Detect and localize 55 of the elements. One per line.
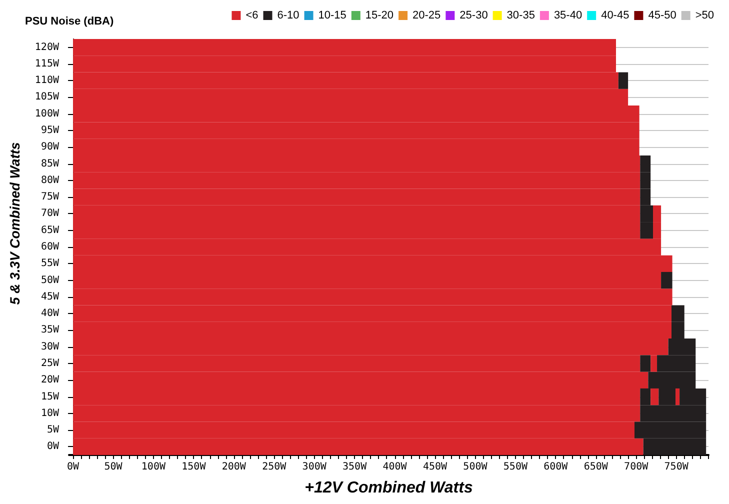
x-tick-label: 100W [141, 462, 166, 472]
x-tick-label: 500W [463, 462, 488, 472]
y-tick-label: 110W [34, 75, 60, 86]
y-tick-label: 55W [40, 258, 60, 270]
legend-label: 10-15 [318, 10, 346, 22]
y-tick-label: 120W [34, 42, 60, 53]
legend-label: 45-50 [648, 10, 676, 22]
x-tick-label: 750W [664, 462, 690, 472]
y-tick-label: 95W [40, 125, 60, 136]
legend-label: 20-25 [412, 10, 441, 22]
legend-label: 40-45 [601, 10, 630, 22]
legend-label: >50 [695, 10, 714, 22]
x-tick-label: 450W [422, 462, 448, 472]
chart-title: PSU Noise (dBA) [25, 16, 114, 28]
x-tick-label: 250W [262, 462, 288, 472]
y-tick-label: 85W [40, 158, 60, 170]
y-tick-label: 100W [34, 108, 60, 120]
y-tick-label: 75W [40, 192, 60, 203]
x-tick-label: 550W [503, 462, 528, 472]
y-tick-label: 30W [40, 341, 60, 352]
x-tick-label: 400W [382, 462, 408, 472]
y-tick-label: 40W [40, 308, 60, 320]
y-tick-label: 80W [40, 174, 60, 186]
y-tick-label: 115W [34, 58, 60, 70]
y-tick-label: 5W [46, 424, 60, 436]
y-tick-label: 105W [34, 92, 60, 103]
x-tick-label: 350W [342, 462, 368, 472]
x-tick-label: 200W [222, 462, 247, 472]
legend-label: 25-30 [460, 10, 488, 22]
y-tick-label: 90W [40, 142, 60, 153]
y-tick-label: 10W [40, 408, 60, 419]
x-tick-label: 0W [67, 462, 80, 472]
y-tick-label: 70W [40, 208, 60, 220]
y-tick-label: 0W [46, 441, 60, 452]
y-axis-title: 5 & 3.3V Combined Watts [8, 142, 22, 305]
x-tick-label: 700W [624, 462, 650, 472]
x-tick-label: 600W [544, 462, 569, 472]
y-tick-label: 45W [40, 291, 60, 302]
legend-label: 6-10 [277, 10, 300, 22]
y-tick-label: 15W [40, 391, 60, 402]
y-tick-label: 20W [40, 374, 60, 386]
y-tick-label: 35W [40, 324, 60, 336]
legend-label: 15-20 [365, 10, 394, 22]
y-tick-label: 65W [40, 224, 60, 236]
x-tick-label: 650W [584, 462, 609, 472]
y-tick-label: 60W [40, 242, 60, 252]
legend-label: 35-40 [554, 10, 582, 22]
x-tick-label: 300W [302, 462, 328, 472]
legend-label: <6 [246, 10, 258, 22]
legend-label: 30-35 [506, 10, 535, 22]
x-tick-label: 150W [182, 462, 207, 472]
y-tick-label: 25W [40, 358, 60, 369]
x-tick-label: 50W [104, 462, 124, 472]
y-tick-label: 50W [40, 274, 60, 286]
x-axis-title: +12V Combined Watts [304, 480, 473, 496]
